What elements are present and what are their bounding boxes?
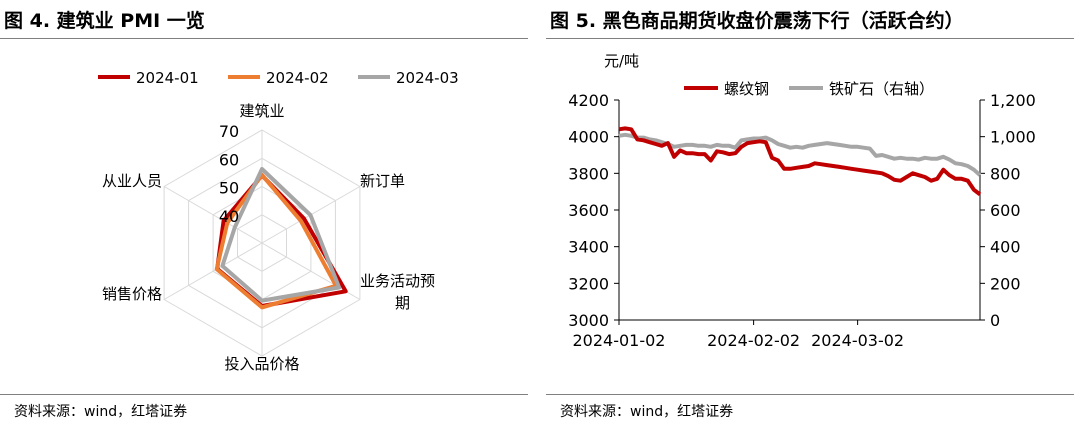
radar-axis-label-line: 期 bbox=[395, 294, 410, 312]
x-tick-label: 2024-01-02 bbox=[573, 331, 666, 350]
series-line-铁矿石（右轴） bbox=[618, 132, 982, 177]
legend-label: 2024-01 bbox=[136, 69, 199, 87]
left-y-tick-label: 3400 bbox=[568, 238, 609, 257]
radar-series-2024-02 bbox=[214, 172, 339, 310]
radar-axis-label: 从业人员 bbox=[102, 172, 162, 190]
right-y-tick-label: 1,000 bbox=[990, 128, 1036, 147]
radar-axis-label-line: 销售价格 bbox=[102, 285, 162, 303]
radar-spoke bbox=[163, 242, 263, 300]
radar-spoke bbox=[163, 186, 263, 244]
source-divider bbox=[546, 394, 1074, 395]
left-y-tick-label: 4000 bbox=[568, 128, 609, 147]
radar-axis-label: 建筑业 bbox=[239, 102, 284, 120]
radar-axis-label: 销售价格 bbox=[102, 285, 162, 303]
radial-tick-label: 70 bbox=[219, 122, 239, 141]
radar-series-2024-03 bbox=[220, 167, 342, 303]
line-chart: 3000 3200 3400 3600 3800 4000 4200 0 200 400 600 80… bbox=[568, 52, 1036, 350]
radial-tick-label: 40 bbox=[219, 207, 239, 226]
figure-title: 图 5. 黑色商品期货收盘价震荡下行（活跃合约） bbox=[550, 10, 964, 32]
y-axis-unit-label: 元/吨 bbox=[604, 52, 639, 70]
right-y-tick-label: 800 bbox=[990, 164, 1021, 183]
radar-axis-label: 新订单 bbox=[360, 172, 405, 190]
radial-tick-label: 50 bbox=[219, 179, 239, 198]
radar-axis-label-line: 业务活动预 bbox=[360, 272, 435, 290]
right-y-tick-label: 600 bbox=[990, 201, 1021, 220]
left-y-tick-label: 4200 bbox=[568, 91, 609, 110]
radar-chart-panel: 图 4. 建筑业 PMI 一览 40 50 60 70 建筑业新订单业务活动预期投入品价… bbox=[0, 0, 528, 425]
radar-axis-label: 投入品价格 bbox=[224, 355, 299, 373]
left-y-tick-label: 3600 bbox=[568, 201, 609, 220]
legend-label: 2024-02 bbox=[266, 69, 329, 87]
left-y-tick-label: 3200 bbox=[568, 274, 609, 293]
left-y-tick-label: 3000 bbox=[568, 311, 609, 330]
title-divider bbox=[0, 38, 528, 39]
x-tick-label: 2024-03-02 bbox=[811, 331, 904, 350]
legend-label: 2024-03 bbox=[396, 69, 459, 87]
line-chart-panel: 图 5. 黑色商品期货收盘价震荡下行（活跃合约） 3000 3200 3400 360… bbox=[546, 0, 1074, 425]
series-line-螺纹钢 bbox=[618, 126, 982, 196]
source-divider bbox=[0, 394, 528, 395]
radial-tick-label: 60 bbox=[219, 150, 239, 169]
source-note: 资料来源：wind，红塔证券 bbox=[560, 404, 734, 420]
legend-label: 铁矿石（右轴） bbox=[829, 80, 934, 98]
radar-axis-label-line: 从业人员 bbox=[102, 172, 162, 190]
radar-axis-label-line: 新订单 bbox=[360, 172, 405, 190]
left-y-tick-label: 3800 bbox=[568, 164, 609, 183]
right-y-tick-label: 1,200 bbox=[990, 91, 1036, 110]
right-y-tick-label: 200 bbox=[990, 274, 1021, 293]
source-note: 资料来源：wind，红塔证券 bbox=[14, 404, 188, 420]
radar-axis-label-line: 投入品价格 bbox=[224, 355, 299, 373]
x-tick-label: 2024-02-02 bbox=[707, 331, 800, 350]
figure-title: 图 4. 建筑业 PMI 一览 bbox=[4, 10, 205, 32]
radar-axis-label: 业务活动预期 bbox=[360, 272, 435, 312]
title-divider bbox=[546, 38, 1074, 39]
right-y-tick-label: 0 bbox=[990, 311, 1000, 330]
legend-label: 螺纹钢 bbox=[724, 80, 769, 98]
right-y-tick-label: 400 bbox=[990, 238, 1021, 257]
radar-axis-label-line: 建筑业 bbox=[239, 102, 284, 120]
